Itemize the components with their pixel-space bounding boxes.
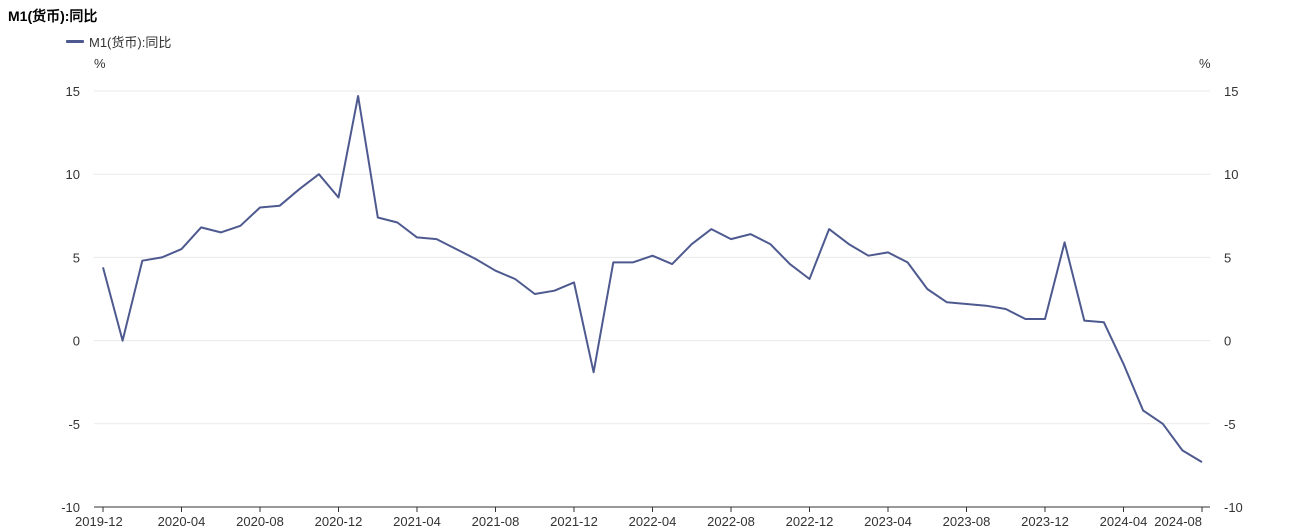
- data-point[interactable]: [964, 301, 969, 306]
- y-tick-label-right: 15: [1224, 84, 1238, 99]
- x-tick-label: 2023-04: [864, 514, 912, 529]
- x-axis-ticks: 2019-12 2020-04 2020-08 2020-12 2021-04 2021-…: [75, 507, 1203, 529]
- data-point[interactable]: [1003, 306, 1008, 311]
- series-line[interactable]: [102, 95, 1203, 463]
- legend[interactable]: M1(货币):同比: [66, 32, 171, 51]
- data-point[interactable]: [1043, 316, 1048, 321]
- x-tick-label: 2020-08: [236, 514, 284, 529]
- y-tick-label-left: -5: [68, 417, 80, 432]
- data-point[interactable]: [375, 215, 380, 220]
- x-tick-label: 2023-12: [1021, 514, 1069, 529]
- data-point[interactable]: [1200, 460, 1205, 465]
- series-layer: [101, 93, 1205, 465]
- data-point[interactable]: [984, 303, 989, 308]
- data-point[interactable]: [277, 203, 282, 208]
- data-point[interactable]: [101, 265, 106, 270]
- legend-label: M1(货币):同比: [89, 35, 172, 50]
- data-point[interactable]: [120, 338, 125, 343]
- data-point[interactable]: [944, 300, 949, 305]
- y-tick-label-right: 0: [1224, 334, 1231, 349]
- data-point[interactable]: [454, 247, 459, 252]
- data-point[interactable]: [1160, 421, 1165, 426]
- data-point[interactable]: [905, 260, 910, 265]
- data-point[interactable]: [199, 225, 204, 230]
- y-tick-label-left: 10: [66, 167, 80, 182]
- data-point[interactable]: [1082, 318, 1087, 323]
- data-point[interactable]: [434, 237, 439, 242]
- x-tick-label: 2020-12: [315, 514, 363, 529]
- x-tick-label: 2019-12: [75, 514, 123, 529]
- data-point[interactable]: [552, 288, 557, 293]
- y-tick-label-right: 10: [1224, 167, 1238, 182]
- y-tick-label-left: -10: [61, 500, 80, 515]
- chart-title: M1(货币):同比: [8, 8, 98, 24]
- data-point[interactable]: [1101, 320, 1106, 325]
- data-point[interactable]: [493, 268, 498, 273]
- data-point[interactable]: [415, 235, 420, 240]
- data-point[interactable]: [473, 257, 478, 262]
- data-point[interactable]: [689, 242, 694, 247]
- y-tick-label-left: 15: [66, 84, 80, 99]
- data-point[interactable]: [572, 280, 577, 285]
- x-tick-label: 2020-04: [158, 514, 206, 529]
- x-tick-label: 2022-12: [786, 514, 834, 529]
- data-point[interactable]: [532, 292, 537, 297]
- data-point[interactable]: [729, 237, 734, 242]
- data-point[interactable]: [611, 260, 616, 265]
- y-tick-label-left: 5: [73, 250, 80, 265]
- data-point[interactable]: [140, 258, 145, 263]
- data-point[interactable]: [159, 255, 164, 260]
- data-point[interactable]: [886, 250, 891, 255]
- data-point[interactable]: [709, 227, 714, 232]
- data-point[interactable]: [258, 205, 263, 210]
- data-point[interactable]: [513, 277, 518, 282]
- data-point[interactable]: [925, 287, 930, 292]
- data-point[interactable]: [1121, 361, 1126, 366]
- x-tick-label: 2021-04: [393, 514, 441, 529]
- data-point[interactable]: [297, 187, 302, 192]
- x-tick-label: 2022-08: [707, 514, 755, 529]
- y-axis-right-ticks: -10 -5 0 5 10 15: [1224, 84, 1243, 515]
- data-point[interactable]: [866, 253, 871, 258]
- x-tick-label: 2024-04: [1100, 514, 1148, 529]
- data-point[interactable]: [846, 242, 851, 247]
- y-tick-label-right: -10: [1224, 500, 1243, 515]
- data-point[interactable]: [395, 220, 400, 225]
- data-point[interactable]: [356, 93, 361, 98]
- y-tick-label-right: 5: [1224, 250, 1231, 265]
- grid-lines: [94, 90, 1210, 425]
- y-tick-label-left: 0: [73, 334, 80, 349]
- x-tick-label: 2024-08: [1154, 514, 1202, 529]
- x-tick-label: 2023-08: [943, 514, 991, 529]
- y-axis-left-ticks: -10 -5 0 5 10 15: [61, 84, 80, 515]
- data-point[interactable]: [1062, 240, 1067, 245]
- data-point[interactable]: [748, 232, 753, 237]
- data-point[interactable]: [179, 247, 184, 252]
- data-point[interactable]: [630, 260, 635, 265]
- data-point[interactable]: [807, 277, 812, 282]
- data-point[interactable]: [768, 242, 773, 247]
- y-axis-left-unit: %: [94, 56, 106, 71]
- data-point[interactable]: [827, 227, 832, 232]
- data-point[interactable]: [670, 262, 675, 267]
- legend-swatch: [66, 40, 84, 43]
- data-point[interactable]: [238, 223, 243, 228]
- x-tick-label: 2022-04: [629, 514, 677, 529]
- data-point[interactable]: [1141, 408, 1146, 413]
- x-tick-label: 2021-12: [550, 514, 598, 529]
- data-point[interactable]: [336, 195, 341, 200]
- x-tick-label: 2021-08: [472, 514, 520, 529]
- data-point[interactable]: [650, 253, 655, 258]
- y-tick-label-right: -5: [1224, 417, 1236, 432]
- data-point[interactable]: [1023, 316, 1028, 321]
- data-point[interactable]: [787, 262, 792, 267]
- data-point[interactable]: [1180, 448, 1185, 453]
- data-point[interactable]: [316, 172, 321, 177]
- data-point[interactable]: [218, 230, 223, 235]
- data-point[interactable]: [591, 370, 596, 375]
- y-axis-right-unit: %: [1199, 56, 1211, 71]
